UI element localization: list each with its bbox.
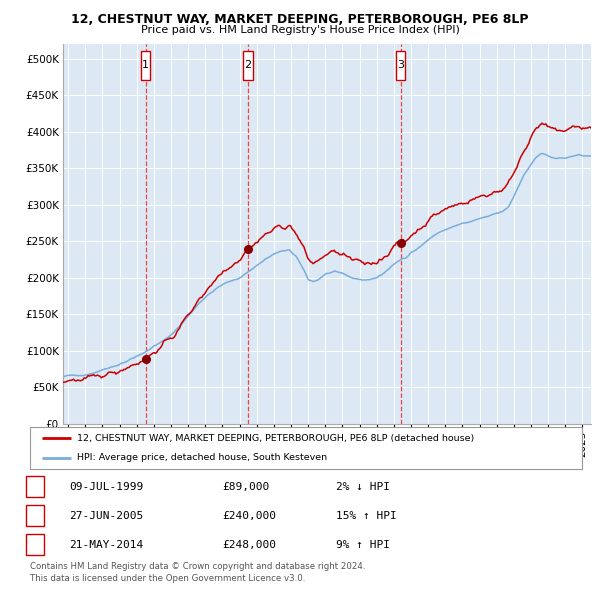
Text: 12, CHESTNUT WAY, MARKET DEEPING, PETERBOROUGH, PE6 8LP (detached house): 12, CHESTNUT WAY, MARKET DEEPING, PETERB…: [77, 434, 474, 442]
Text: Contains HM Land Registry data © Crown copyright and database right 2024.
This d: Contains HM Land Registry data © Crown c…: [30, 562, 365, 582]
Text: £248,000: £248,000: [222, 540, 276, 550]
Text: 12, CHESTNUT WAY, MARKET DEEPING, PETERBOROUGH, PE6 8LP: 12, CHESTNUT WAY, MARKET DEEPING, PETERB…: [71, 13, 529, 26]
Text: 3: 3: [397, 60, 404, 70]
Text: Price paid vs. HM Land Registry's House Price Index (HPI): Price paid vs. HM Land Registry's House …: [140, 25, 460, 35]
Text: £240,000: £240,000: [222, 511, 276, 520]
FancyBboxPatch shape: [396, 51, 406, 80]
Text: 2: 2: [31, 511, 38, 520]
FancyBboxPatch shape: [243, 51, 253, 80]
FancyBboxPatch shape: [30, 427, 582, 469]
Text: 09-JUL-1999: 09-JUL-1999: [69, 481, 143, 491]
Text: HPI: Average price, detached house, South Kesteven: HPI: Average price, detached house, Sout…: [77, 453, 327, 462]
Text: 1: 1: [31, 481, 38, 491]
Text: 1: 1: [142, 60, 149, 70]
Text: 2% ↓ HPI: 2% ↓ HPI: [336, 481, 390, 491]
Text: 15% ↑ HPI: 15% ↑ HPI: [336, 511, 397, 520]
Text: 9% ↑ HPI: 9% ↑ HPI: [336, 540, 390, 550]
Text: 27-JUN-2005: 27-JUN-2005: [69, 511, 143, 520]
FancyBboxPatch shape: [141, 51, 151, 80]
Text: 21-MAY-2014: 21-MAY-2014: [69, 540, 143, 550]
Text: 2: 2: [244, 60, 251, 70]
Text: £89,000: £89,000: [222, 481, 269, 491]
Text: 3: 3: [31, 540, 38, 550]
